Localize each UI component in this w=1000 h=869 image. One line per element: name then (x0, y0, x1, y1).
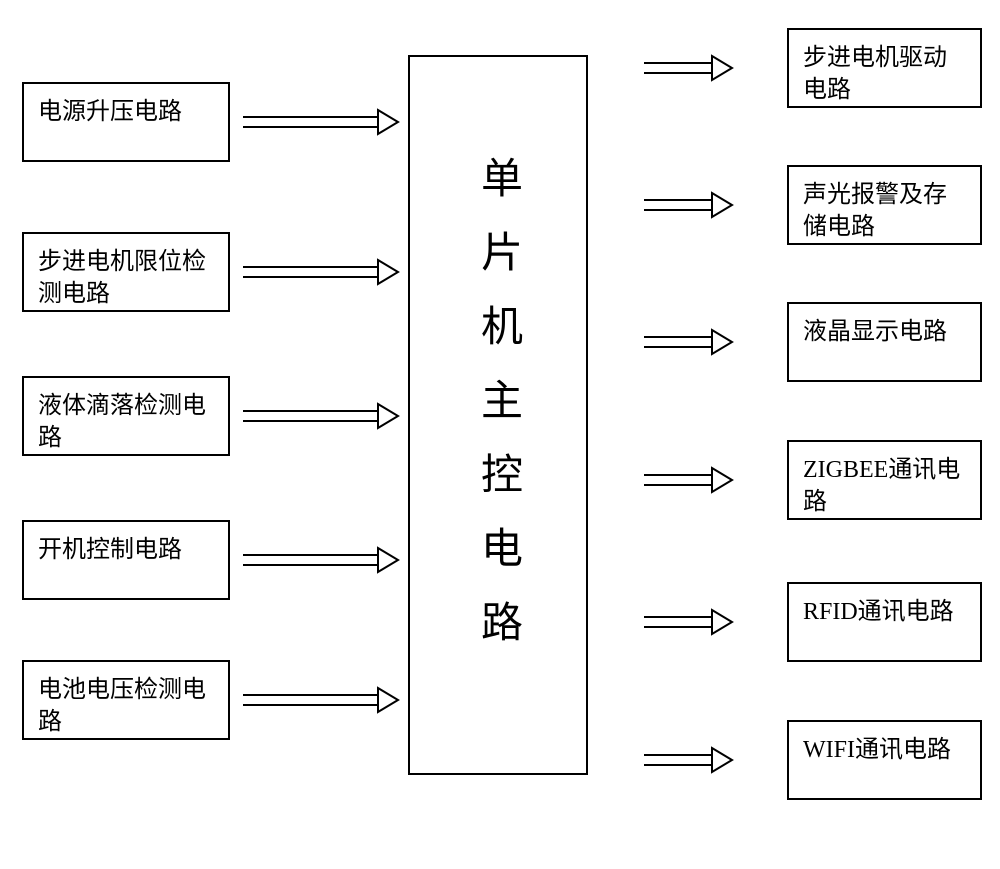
center-mcu-label: 单片机主控电路 (468, 156, 529, 674)
arrow-r4 (644, 468, 732, 492)
arrow-r3 (644, 330, 732, 354)
arrow-r2 (644, 193, 732, 217)
arrow-l4 (243, 548, 398, 572)
label-wifi-comm: WIFI通讯电路 (803, 734, 951, 766)
label-battery-voltage-detect: 电池电压检测电路 (38, 674, 214, 739)
box-drip-detect: 液体滴落检测电路 (22, 376, 230, 456)
label-power-boost: 电源升压电路 (38, 96, 182, 128)
arrow-r5 (644, 610, 732, 634)
label-stepper-drive: 步进电机驱动电路 (803, 42, 966, 107)
label-poweron-control: 开机控制电路 (38, 534, 182, 566)
box-power-boost: 电源升压电路 (22, 82, 230, 162)
box-rfid-comm: RFID通讯电路 (787, 582, 982, 662)
label-alarm-storage: 声光报警及存储电路 (803, 179, 966, 244)
arrow-r6 (644, 748, 732, 772)
box-stepper-limit-detect: 步进电机限位检测电路 (22, 232, 230, 312)
arrow-r1 (644, 56, 732, 80)
arrow-l1 (243, 110, 398, 134)
box-poweron-control: 开机控制电路 (22, 520, 230, 600)
arrow-l3 (243, 404, 398, 428)
label-lcd-display: 液晶显示电路 (803, 316, 947, 348)
box-zigbee-comm: ZIGBEE通讯电路 (787, 440, 982, 520)
arrow-l5 (243, 688, 398, 712)
arrow-l2 (243, 260, 398, 284)
box-battery-voltage-detect: 电池电压检测电路 (22, 660, 230, 740)
box-lcd-display: 液晶显示电路 (787, 302, 982, 382)
label-stepper-limit-detect: 步进电机限位检测电路 (38, 246, 214, 311)
label-rfid-comm: RFID通讯电路 (803, 596, 954, 628)
box-stepper-drive: 步进电机驱动电路 (787, 28, 982, 108)
center-mcu-box: 单片机主控电路 (408, 55, 588, 775)
label-drip-detect: 液体滴落检测电路 (38, 390, 214, 455)
label-zigbee-comm: ZIGBEE通讯电路 (803, 454, 966, 519)
box-alarm-storage: 声光报警及存储电路 (787, 165, 982, 245)
box-wifi-comm: WIFI通讯电路 (787, 720, 982, 800)
